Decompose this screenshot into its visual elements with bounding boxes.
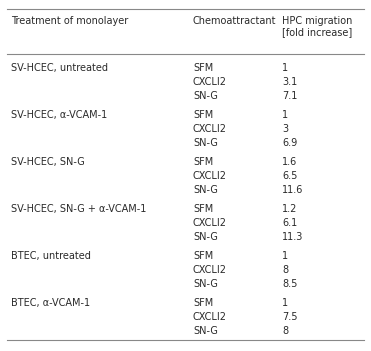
Text: CXCLI2: CXCLI2 (193, 265, 227, 275)
Text: SN-G: SN-G (193, 232, 218, 242)
Text: SFM: SFM (193, 298, 213, 308)
Text: 8: 8 (282, 265, 288, 275)
Text: CXCLI2: CXCLI2 (193, 77, 227, 87)
Text: 3: 3 (282, 124, 288, 134)
Text: 6.9: 6.9 (282, 138, 297, 148)
Text: 1.2: 1.2 (282, 204, 297, 214)
Text: 7.1: 7.1 (282, 91, 297, 101)
Text: Treatment of monolayer: Treatment of monolayer (11, 16, 128, 26)
Text: SFM: SFM (193, 110, 213, 120)
Text: HPC migration
[fold increase]: HPC migration [fold increase] (282, 16, 352, 38)
Text: CXCLI2: CXCLI2 (193, 312, 227, 322)
Text: BTEC, untreated: BTEC, untreated (11, 251, 91, 261)
Text: SFM: SFM (193, 157, 213, 167)
Text: SN-G: SN-G (193, 326, 218, 336)
Text: CXCLI2: CXCLI2 (193, 124, 227, 134)
Text: Chemoattractant: Chemoattractant (193, 16, 276, 26)
Text: SV-HCEC, SN-G: SV-HCEC, SN-G (11, 157, 85, 167)
Text: CXCLI2: CXCLI2 (193, 171, 227, 181)
Text: 6.1: 6.1 (282, 218, 297, 228)
Text: SV-HCEC, untreated: SV-HCEC, untreated (11, 63, 108, 73)
Text: SV-HCEC, SN-G + α-VCAM-1: SV-HCEC, SN-G + α-VCAM-1 (11, 204, 147, 214)
Text: 1.6: 1.6 (282, 157, 297, 167)
Text: 1: 1 (282, 251, 288, 261)
Text: 8.5: 8.5 (282, 279, 297, 289)
Text: SN-G: SN-G (193, 279, 218, 289)
Text: 7.5: 7.5 (282, 312, 298, 322)
Text: 6.5: 6.5 (282, 171, 297, 181)
Text: SN-G: SN-G (193, 185, 218, 195)
Text: SFM: SFM (193, 251, 213, 261)
Text: BTEC, α-VCAM-1: BTEC, α-VCAM-1 (11, 298, 90, 308)
Text: SFM: SFM (193, 204, 213, 214)
Text: SN-G: SN-G (193, 138, 218, 148)
Text: 8: 8 (282, 326, 288, 336)
Text: 1: 1 (282, 298, 288, 308)
Text: SV-HCEC, α-VCAM-1: SV-HCEC, α-VCAM-1 (11, 110, 107, 120)
Text: 11.6: 11.6 (282, 185, 303, 195)
Text: 3.1: 3.1 (282, 77, 297, 87)
Text: SFM: SFM (193, 63, 213, 73)
Text: CXCLI2: CXCLI2 (193, 218, 227, 228)
Text: SN-G: SN-G (193, 91, 218, 101)
Text: 1: 1 (282, 63, 288, 73)
Text: 1: 1 (282, 110, 288, 120)
Text: 11.3: 11.3 (282, 232, 303, 242)
